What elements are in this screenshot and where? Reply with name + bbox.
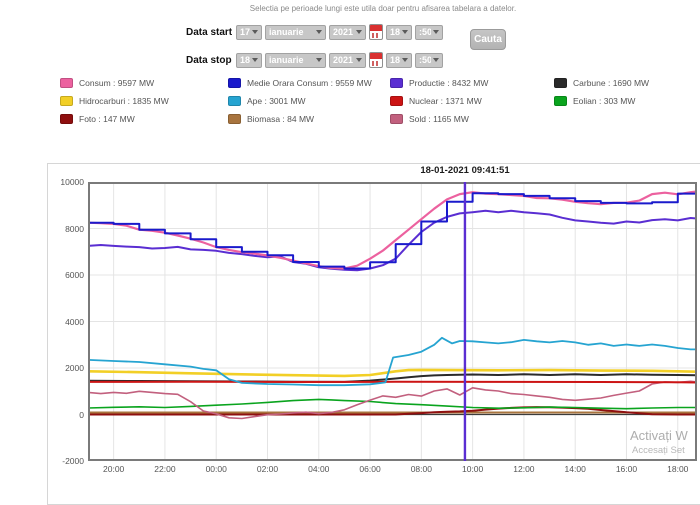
y-axis-tick-label: 4000 — [65, 316, 84, 327]
x-axis-tick-label: 06:00 — [359, 464, 381, 474]
legend-swatch — [554, 96, 567, 106]
x-axis-tick-label: 04:00 — [308, 464, 330, 474]
legend-column: Consum : 9597 MW Hidrocarburi : 1835 MW Fo… — [60, 74, 169, 128]
chevron-down-icon — [433, 58, 439, 62]
data-stop-row: Data stop 18 ianuarie 2021 18 :50 — [186, 52, 443, 68]
legend-column: Medie Orara Consum : 9559 MW Ape : 3001 M… — [228, 74, 372, 128]
y-axis-tick-label: 8000 — [65, 223, 84, 234]
x-axis-tick-label: 00:00 — [205, 464, 227, 474]
data-stop-label: Data stop — [186, 54, 232, 66]
legend-swatch — [554, 78, 567, 88]
stop-month-select[interactable]: ianuarie — [265, 52, 326, 68]
chart-plot[interactable] — [88, 182, 697, 461]
start-month-select[interactable]: ianuarie — [265, 24, 326, 40]
legend-swatch — [60, 114, 73, 124]
legend-swatch — [228, 78, 241, 88]
legend-item: Sold : 1165 MW — [390, 110, 488, 128]
legend-item: Consum : 9597 MW — [60, 74, 169, 92]
series-line-nuclear — [88, 380, 697, 384]
legend-item: Nuclear : 1371 MW — [390, 92, 488, 110]
notice-text: Selectia pe perioade lungi este utila do… — [249, 4, 517, 13]
series-line-carbune — [88, 373, 697, 383]
x-axis-tick-label: 08:00 — [410, 464, 432, 474]
x-axis-tick-label: 02:00 — [256, 464, 279, 474]
start-day-select[interactable]: 17 — [236, 24, 262, 40]
power-grid-dashboard: { "notice": "Selectia pe perioade lungi … — [0, 4, 700, 505]
chevron-down-icon — [252, 58, 258, 62]
legend-swatch — [228, 114, 241, 124]
chevron-down-icon — [356, 30, 362, 34]
stop-minute-select[interactable]: :50 — [415, 52, 443, 68]
y-axis-tick-label: -2000 — [62, 456, 84, 466]
legend-label: Eolian : 303 MW — [573, 96, 636, 106]
legend-label: Consum : 9597 MW — [79, 78, 155, 88]
series-line-medie-orara-consum — [88, 192, 697, 270]
series-line-hidrocarburi — [88, 368, 697, 378]
legend-swatch — [390, 78, 403, 88]
series-line-ape — [88, 336, 697, 387]
chevron-down-icon — [252, 30, 258, 34]
plot-border — [88, 182, 697, 461]
stop-hour-select[interactable]: 18 — [386, 52, 412, 68]
series-line-sold — [88, 380, 697, 420]
legend-item: Carbune : 1690 MW — [554, 74, 649, 92]
legend-item: Hidrocarburi : 1835 MW — [60, 92, 169, 110]
legend-column: Carbune : 1690 MW Eolian : 303 MW — [554, 74, 649, 110]
chart-legend: Consum : 9597 MW Hidrocarburi : 1835 MW Fo… — [0, 74, 700, 130]
data-start-label: Data start — [186, 26, 233, 38]
legend-swatch — [390, 114, 403, 124]
x-axis-tick-label: 14:00 — [564, 464, 586, 474]
search-button[interactable]: Cauta — [470, 29, 506, 50]
x-axis-tick-label: 10:00 — [461, 464, 484, 474]
start-calendar-icon[interactable] — [369, 24, 383, 40]
x-axis-tick-label: 12:00 — [513, 464, 535, 474]
x-axis-tick-label: 22:00 — [154, 464, 176, 474]
windows-activation-watermark-sub: Accesați Set — [632, 445, 685, 456]
legend-label: Biomasa : 84 MW — [247, 114, 315, 124]
legend-swatch — [60, 78, 73, 88]
chevron-down-icon — [316, 58, 322, 62]
legend-item: Eolian : 303 MW — [554, 92, 649, 110]
legend-item: Medie Orara Consum : 9559 MW — [228, 74, 372, 92]
stop-calendar-icon[interactable] — [369, 52, 383, 68]
stop-year-select[interactable]: 2021 — [329, 52, 366, 68]
chevron-down-icon — [433, 30, 439, 34]
legend-label: Medie Orara Consum : 9559 MW — [247, 78, 372, 88]
legend-item: Foto : 147 MW — [60, 110, 169, 128]
legend-swatch — [390, 96, 403, 106]
y-axis-tick-label: 10000 — [60, 177, 84, 187]
legend-label: Nuclear : 1371 MW — [409, 96, 482, 106]
chevron-down-icon — [356, 58, 362, 62]
x-axis-tick-label: 20:00 — [103, 464, 125, 474]
legend-label: Productie : 8432 MW — [409, 78, 489, 88]
data-start-row: Data start 17 ianuarie 2021 18 :50 — [186, 24, 443, 40]
legend-swatch — [228, 96, 241, 106]
x-axis-tick-label: 18:00 — [667, 464, 689, 474]
start-minute-select[interactable]: :50 — [415, 24, 443, 40]
legend-label: Ape : 3001 MW — [247, 96, 306, 106]
y-axis-tick-label: 0 — [79, 409, 84, 420]
start-hour-select[interactable]: 18 — [386, 24, 412, 40]
chevron-down-icon — [402, 30, 408, 34]
series-line-eolian — [88, 398, 697, 410]
chevron-down-icon — [316, 30, 322, 34]
chart-cursor-timestamp: 18-01-2021 09:41:51 — [420, 165, 510, 176]
x-axis-tick-label: 16:00 — [615, 464, 638, 474]
y-axis-tick-label: 6000 — [65, 270, 84, 280]
legend-item: Ape : 3001 MW — [228, 92, 372, 110]
legend-swatch — [60, 96, 73, 106]
legend-item: Biomasa : 84 MW — [228, 110, 372, 128]
legend-column: Productie : 8432 MW Nuclear : 1371 MW Sold… — [390, 74, 488, 128]
chevron-down-icon — [402, 58, 408, 62]
legend-label: Hidrocarburi : 1835 MW — [79, 96, 169, 106]
legend-label: Sold : 1165 MW — [409, 114, 469, 124]
legend-label: Foto : 147 MW — [79, 114, 135, 124]
windows-activation-watermark: Activați W — [630, 428, 688, 443]
start-year-select[interactable]: 2021 — [329, 24, 366, 40]
stop-day-select[interactable]: 18 — [236, 52, 262, 68]
legend-item: Productie : 8432 MW — [390, 74, 488, 92]
chart-panel — [47, 163, 700, 505]
legend-label: Carbune : 1690 MW — [573, 78, 650, 88]
y-axis-tick-label: 2000 — [65, 363, 84, 373]
